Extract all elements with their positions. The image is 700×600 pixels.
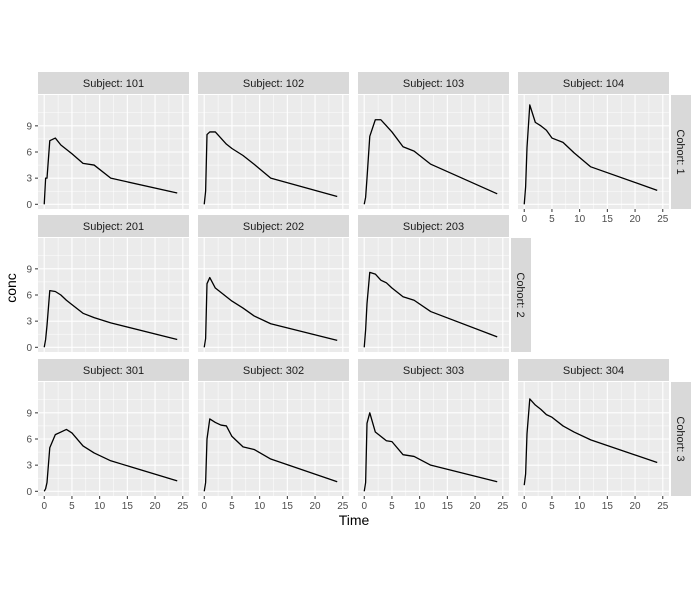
x-tick-label: 0 [41, 501, 47, 512]
x-tick-label: 0 [361, 501, 367, 512]
x-tick-label: 20 [309, 501, 321, 512]
strip-subject-202 [198, 215, 349, 237]
x-tick-label: 0 [521, 501, 527, 512]
panel-subject-303: Subject: 303 0 5 10 15 20 25 [358, 359, 509, 512]
x-tick-label: 20 [149, 501, 161, 512]
row-strip-cohort-3: Cohort: 3 [671, 382, 691, 496]
x-tick-label: 15 [282, 501, 294, 512]
x-tick-label: 25 [657, 501, 669, 512]
conc-line-subject-102 [203, 131, 338, 205]
y-tick-label: 9 [26, 264, 32, 275]
x-tick-label: 25 [177, 501, 189, 512]
x-axis-title: Time [339, 512, 370, 528]
conc-line-subject-202 [203, 276, 338, 348]
panel-subject-202: Subject: 202 [198, 215, 349, 352]
strip-subject-302 [198, 359, 349, 381]
x-tick-label: 5 [229, 501, 235, 512]
y-tick-label: 9 [26, 121, 32, 132]
x-tick-label: 10 [574, 501, 586, 512]
panel-subject-203: Subject: 203 [358, 215, 509, 352]
cohort-strip-label: Cohort: 3 [674, 416, 686, 461]
conc-line-subject-103 [363, 119, 498, 205]
x-tick-label: 5 [549, 501, 555, 512]
cohort-strip [671, 382, 691, 496]
x-tick-label: 0 [201, 501, 207, 512]
cohort-strip [671, 95, 691, 209]
conc-line-subject-104 [523, 104, 658, 205]
x-tick-label: 20 [629, 214, 641, 225]
y-tick-label: 6 [26, 435, 32, 446]
x-tick-label: 5 [389, 501, 395, 512]
conc-line-subject-301 [43, 428, 178, 492]
conc-line-subject-203 [363, 271, 498, 348]
x-tick-label: 25 [657, 214, 669, 225]
y-tick-label: 3 [26, 317, 32, 328]
strip-label-subject-104: Subject: 104 [563, 78, 624, 90]
panel-subject-201: Subject: 201 0 3 6 9 [26, 215, 189, 354]
strip-label-subject-103: Subject: 103 [403, 78, 464, 90]
conc-line-subject-101 [43, 137, 178, 205]
y-tick-label: 0 [26, 200, 32, 211]
strip-label-subject-102: Subject: 102 [243, 78, 304, 90]
row-strip-cohort-2: Cohort: 2 [511, 238, 531, 352]
panel-subject-302: Subject: 302 0 5 10 15 20 25 [198, 359, 349, 512]
cohort-strip-label: Cohort: 1 [674, 129, 686, 174]
strip-subject-201 [38, 215, 189, 237]
x-tick-label: 25 [337, 501, 349, 512]
x-tick-label: 5 [549, 214, 555, 225]
panel-subject-304: Subject: 304 0 5 10 15 20 25 [518, 359, 669, 512]
strip-subject-102 [198, 72, 349, 94]
strip-subject-203 [358, 215, 509, 237]
strip-subject-303 [358, 359, 509, 381]
row-strip-cohort-1: Cohort: 1 [671, 95, 691, 209]
strip-label-subject-101: Subject: 101 [83, 78, 144, 90]
y-tick-label: 9 [26, 408, 32, 419]
y-tick-label: 0 [26, 343, 32, 354]
strip-subject-103 [358, 72, 509, 94]
y-tick-label: 3 [26, 174, 32, 185]
conc-line-subject-303 [363, 412, 498, 492]
panel-subject-104: Subject: 104 0 5 10 15 20 25 [518, 72, 669, 225]
y-tick-label: 3 [26, 461, 32, 472]
panel-subject-103: Subject: 103 [358, 72, 509, 209]
panel-subject-102: Subject: 102 [198, 72, 349, 209]
y-tick-label: 6 [26, 148, 32, 159]
strip-label-subject-302: Subject: 302 [243, 365, 304, 377]
x-tick-label: 5 [69, 501, 75, 512]
x-tick-label: 10 [574, 214, 586, 225]
y-axis-title: conc [3, 273, 19, 303]
strip-label-subject-203: Subject: 203 [403, 221, 464, 233]
strip-subject-304 [518, 359, 669, 381]
cohort-strip [511, 238, 531, 352]
x-tick-label: 15 [442, 501, 454, 512]
x-tick-label: 10 [414, 501, 426, 512]
conc-line-subject-201 [43, 289, 178, 348]
x-tick-label: 0 [521, 214, 527, 225]
cohort-strip-label: Cohort: 2 [514, 272, 526, 317]
panel-subject-301: Subject: 301 0 3 6 9 0 5 10 15 20 25 [26, 359, 189, 512]
conc-line-subject-304 [523, 398, 658, 486]
strip-subject-104 [518, 72, 669, 94]
y-tick-label: 6 [26, 291, 32, 302]
x-tick-label: 25 [497, 501, 509, 512]
strip-subject-301 [38, 359, 189, 381]
strip-label-subject-201: Subject: 201 [83, 221, 144, 233]
conc-line-subject-302 [203, 418, 338, 492]
strip-label-subject-303: Subject: 303 [403, 365, 464, 377]
x-tick-label: 10 [94, 501, 106, 512]
y-tick-label: 0 [26, 487, 32, 498]
strip-label-subject-304: Subject: 304 [563, 365, 624, 377]
x-tick-label: 10 [254, 501, 266, 512]
x-tick-label: 15 [602, 214, 614, 225]
x-tick-label: 15 [122, 501, 134, 512]
strip-label-subject-202: Subject: 202 [243, 221, 304, 233]
strip-subject-101 [38, 72, 189, 94]
x-tick-label: 15 [602, 501, 614, 512]
x-tick-label: 20 [629, 501, 641, 512]
x-tick-label: 20 [469, 501, 481, 512]
strip-label-subject-301: Subject: 301 [83, 365, 144, 377]
panel-subject-101: Subject: 101 0 3 6 9 [26, 72, 189, 211]
